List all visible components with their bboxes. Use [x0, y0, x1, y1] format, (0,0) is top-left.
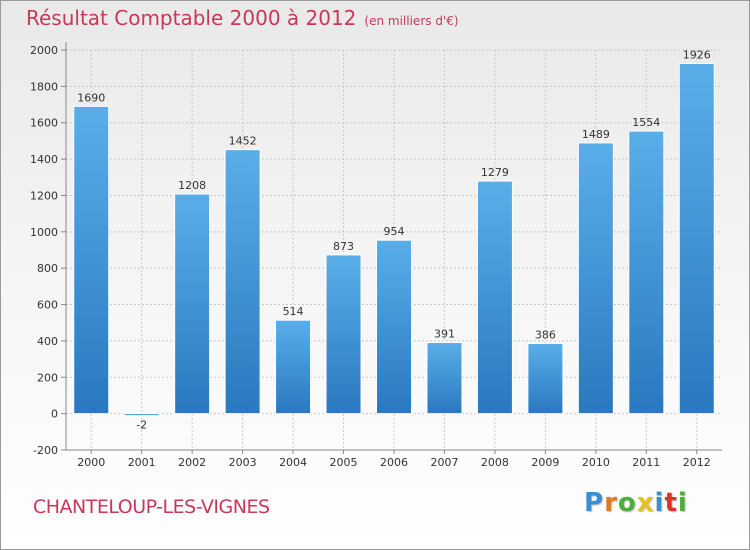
bar-value-label: 1279 [481, 166, 509, 179]
bar [275, 319, 312, 415]
y-tick-label: 2000 [30, 44, 58, 57]
y-tick-label: 600 [37, 299, 58, 312]
x-tick-label: 2009 [531, 456, 559, 469]
logo-letter: o [617, 488, 637, 518]
value-labels: 1690 -2 1208 1452 514 873 954 391 1279 386 1489 155… [77, 48, 711, 431]
y-tick-label: 1400 [30, 153, 58, 166]
bar [174, 193, 211, 415]
bar [527, 342, 564, 415]
bar [123, 413, 160, 417]
bar-value-label: 1489 [582, 128, 610, 141]
chart-title: Résultat Comptable 2000 à 2012 (en millie… [26, 6, 459, 30]
bar-value-label: 1208 [178, 179, 206, 192]
logo-letter: i [654, 488, 665, 518]
bar-value-label: 873 [333, 240, 354, 253]
y-tick-label: 400 [37, 335, 58, 348]
axes: -200 0 200 400 600 800 1000 1200 1400 1600 1800 200… [30, 42, 722, 469]
bar-value-label: 386 [535, 328, 556, 341]
bar [678, 62, 715, 415]
logo-letter: i [677, 488, 688, 518]
bar [376, 239, 412, 415]
x-tick-label: 2000 [77, 456, 105, 469]
commune-name: CHANTELOUP-LES-VIGNES [33, 496, 270, 518]
logo-letter: r [604, 488, 618, 518]
bar [426, 342, 463, 415]
bar [476, 180, 513, 415]
x-tick-label: 2003 [229, 456, 257, 469]
bar-value-label: 1926 [683, 48, 711, 61]
y-tick-label: 1600 [30, 117, 58, 130]
proxiti-logo: Proxiti [584, 488, 688, 518]
bar-value-label: 1452 [229, 135, 257, 148]
y-tick-label: 200 [37, 371, 58, 384]
y-tick-label: 1000 [30, 226, 58, 239]
bars [73, 62, 715, 417]
x-tick-label: 2006 [380, 456, 408, 469]
x-tick-label: 2007 [430, 456, 458, 469]
logo-letter: t [664, 488, 678, 518]
y-tick-label: 800 [37, 262, 58, 275]
bar-value-label: 1690 [77, 91, 105, 104]
bar-value-label: -2 [136, 419, 147, 432]
x-tick-label: 2005 [330, 456, 358, 469]
y-tick-label: -200 [33, 444, 58, 457]
bar [325, 254, 362, 415]
bar-value-label: 391 [434, 328, 455, 341]
x-tick-label: 2012 [683, 456, 711, 469]
y-tick-label: 1200 [30, 189, 58, 202]
x-tick-label: 2004 [279, 456, 307, 469]
chart-title-text: Résultat Comptable 2000 à 2012 [26, 6, 357, 30]
y-tick-label: 1800 [30, 80, 58, 93]
x-tick-label: 2001 [128, 456, 156, 469]
y-tick-label: 0 [51, 408, 58, 421]
bar [224, 149, 261, 415]
logo-letter: P [584, 488, 605, 518]
x-tick-label: 2002 [178, 456, 206, 469]
bar [628, 130, 665, 415]
x-tick-label: 2011 [632, 456, 660, 469]
bar-value-label: 514 [283, 305, 304, 318]
bar-value-label: 954 [384, 225, 405, 238]
bar-value-label: 1554 [632, 116, 660, 129]
bar [577, 142, 614, 415]
chart-unit: (en milliers d'€) [364, 14, 459, 28]
x-tick-label: 2010 [582, 456, 610, 469]
logo-letter: x [636, 488, 655, 518]
x-tick-label: 2008 [481, 456, 509, 469]
bar [73, 105, 110, 415]
